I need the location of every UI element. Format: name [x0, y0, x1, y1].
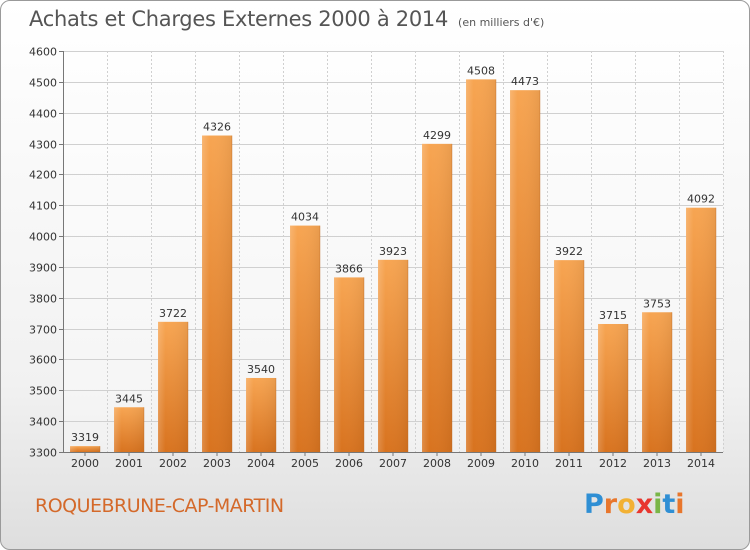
chart-subtitle: (en milliers d'€) [458, 16, 545, 29]
logo-letter: i [675, 489, 685, 520]
bar-shade [378, 259, 408, 452]
y-tick-label: 4300 [29, 139, 57, 152]
data-label: 3445 [115, 392, 143, 405]
y-tick-label: 4400 [29, 108, 57, 121]
y-tick-label: 4500 [29, 77, 57, 90]
data-label: 3722 [159, 307, 187, 320]
y-tick-label: 3600 [29, 354, 57, 367]
bar-shade [290, 225, 320, 452]
data-label: 4326 [203, 121, 231, 134]
logo-letter: P [584, 489, 604, 520]
x-tick-label: 2000 [71, 457, 99, 470]
data-label: 4299 [423, 129, 451, 142]
x-tick-label: 2009 [467, 457, 495, 470]
bars [70, 79, 717, 452]
x-tick-label: 2011 [555, 457, 583, 470]
logo-letter: t [662, 489, 676, 520]
bar-shade [642, 312, 672, 452]
y-tick-label: 3800 [29, 293, 57, 306]
logo-letter: i [653, 489, 663, 520]
bar-shade [466, 79, 496, 452]
commune-name: ROQUEBRUNE-CAP-MARTIN [35, 495, 284, 517]
x-tick-label: 2006 [335, 457, 363, 470]
y-tick-label: 3400 [29, 416, 57, 429]
bar-shade [510, 90, 540, 452]
data-label: 3866 [335, 262, 363, 275]
data-label: 4473 [511, 75, 539, 88]
data-label: 4034 [291, 211, 319, 224]
x-tick-label: 2014 [687, 457, 715, 470]
bar-shade [70, 446, 100, 452]
x-tick-label: 2004 [247, 457, 275, 470]
y-tick-label: 3500 [29, 385, 57, 398]
bar-shade [598, 323, 628, 452]
y-tick-label: 3300 [29, 447, 57, 460]
data-label: 3319 [71, 431, 99, 444]
x-tick-label: 2012 [599, 457, 627, 470]
data-label: 4508 [467, 64, 495, 77]
data-label: 3540 [247, 363, 275, 376]
bar-shade [334, 277, 364, 452]
x-tick-label: 2001 [115, 457, 143, 470]
x-tick-label: 2007 [379, 457, 407, 470]
y-tick-label: 4200 [29, 169, 57, 182]
x-tick-label: 2003 [203, 457, 231, 470]
bar-shade [686, 207, 716, 452]
chart-title-row: Achats et Charges Externes 2000 à 2014 (e… [29, 7, 544, 31]
y-tick-label: 4600 [29, 46, 57, 59]
data-label: 3922 [555, 245, 583, 258]
axes: 3300 3400 3500 3600 3700 3800 3900 4000 4100 4200… [29, 46, 723, 470]
data-label: 3753 [643, 297, 671, 310]
y-tick-label: 3700 [29, 324, 57, 337]
logo-letter: x [635, 489, 654, 520]
bar-shade [246, 377, 276, 452]
data-labels: 3319 3445 3722 4326 3540 4034 3866 3923 4299 4508… [71, 64, 715, 444]
x-tick-label: 2002 [159, 457, 187, 470]
y-tick-label: 4000 [29, 231, 57, 244]
x-tick-label: 2008 [423, 457, 451, 470]
x-tick-label: 2010 [511, 457, 539, 470]
bar-shade [114, 407, 144, 452]
bar-shade [554, 260, 584, 452]
x-tick-label: 2005 [291, 457, 319, 470]
logo-letter: r [603, 489, 618, 520]
x-tick-label: 2013 [643, 457, 671, 470]
proxiti-logo: Proxiti [584, 489, 685, 520]
data-label: 4092 [687, 193, 715, 206]
bar-shade [422, 143, 452, 452]
chart-title: Achats et Charges Externes 2000 à 2014 [29, 7, 449, 31]
data-label: 3923 [379, 245, 407, 258]
bar-shade [202, 135, 232, 452]
y-tick-label: 4100 [29, 200, 57, 213]
logo-letter: o [617, 489, 636, 520]
y-tick-label: 3900 [29, 262, 57, 275]
bar-shade [158, 321, 188, 452]
data-label: 3715 [599, 309, 627, 322]
